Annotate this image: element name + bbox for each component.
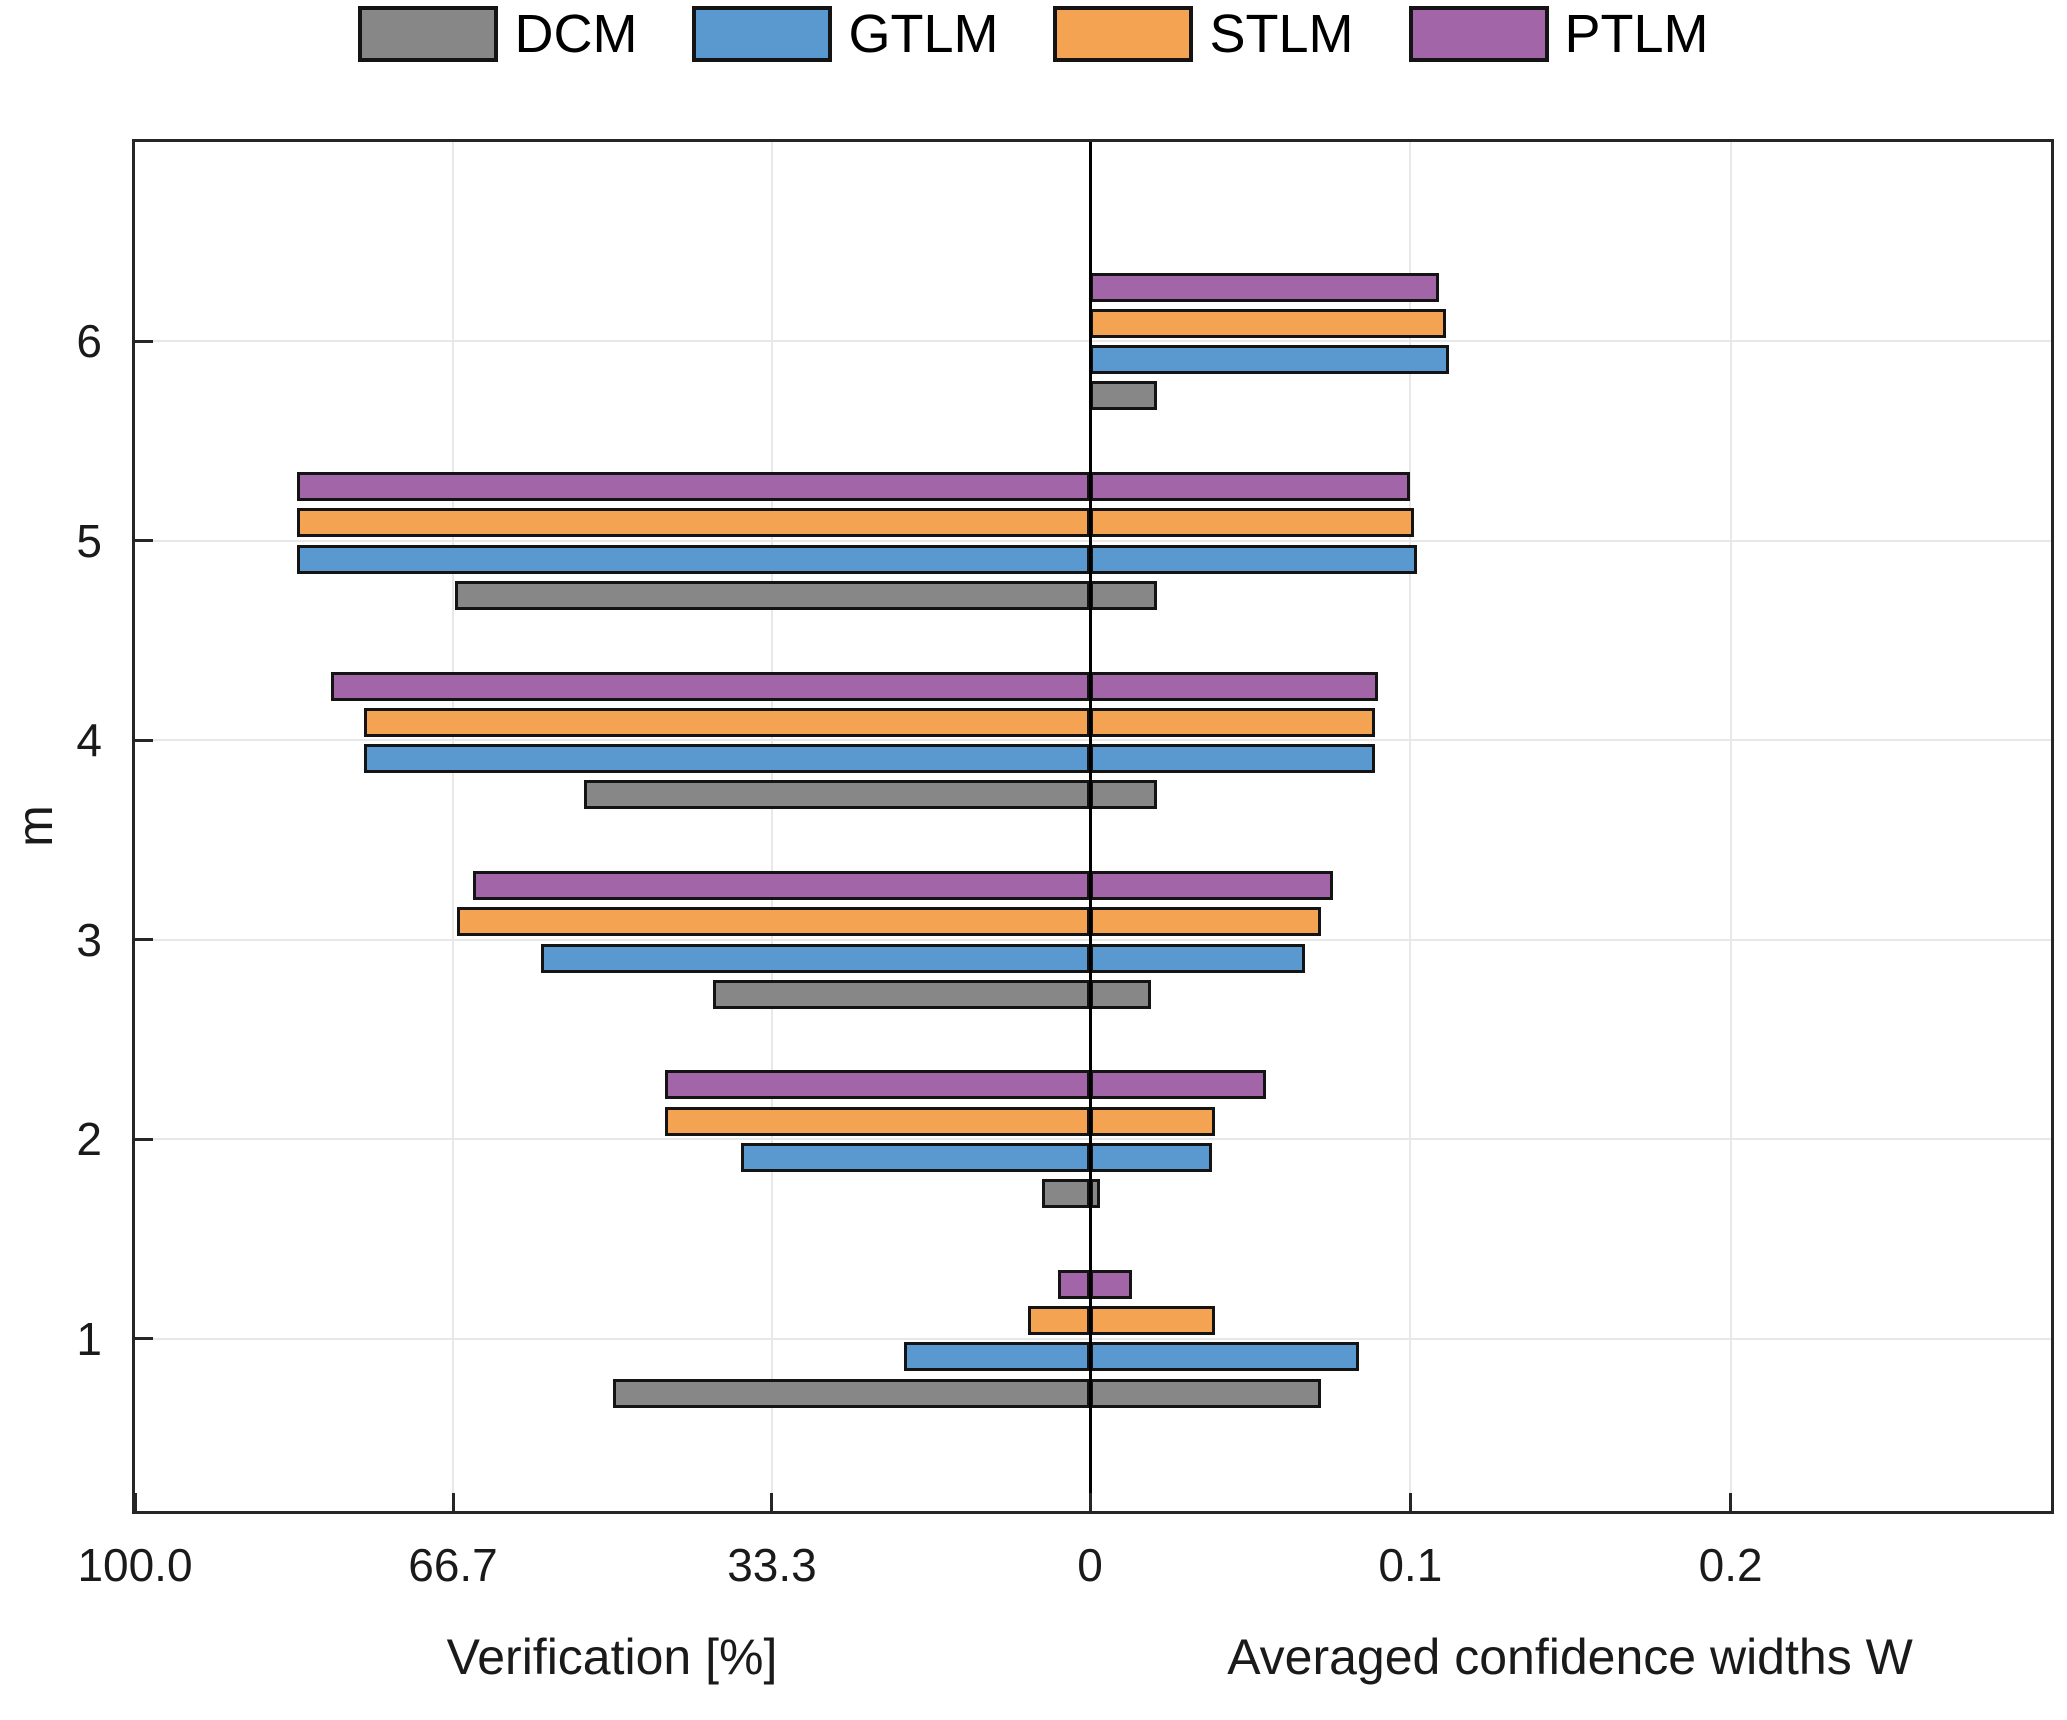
y-tick-mark (135, 339, 153, 343)
bar-dcm-verification (612, 1378, 1090, 1408)
y-tick-label: 1 (76, 1312, 102, 1365)
bar-dcm-width (1090, 580, 1158, 610)
bar-dcm-verification (1042, 1179, 1090, 1209)
bar-gtlm-verification (540, 943, 1090, 973)
y-tick-label: 6 (76, 315, 102, 368)
bar-dcm-width (1090, 780, 1158, 810)
bar-dcm-width (1090, 381, 1158, 411)
bar-dcm-verification (712, 979, 1090, 1009)
x-axis-label-left: Verification [%] (446, 1629, 778, 1685)
bar-gtlm-verification (364, 744, 1090, 774)
bar-stlm-verification (665, 1106, 1090, 1136)
bar-stlm-width (1090, 308, 1446, 338)
bar-stlm-width (1090, 508, 1414, 538)
x-tick-label: 0.2 (1698, 1539, 1763, 1591)
y-tick-mark (135, 539, 153, 543)
y-tick-label: 4 (76, 714, 102, 767)
bar-gtlm-verification (741, 1143, 1090, 1172)
x-tick-label: 66.7 (408, 1539, 498, 1591)
y-tick-mark (135, 1337, 153, 1341)
bar-dcm-verification (583, 780, 1090, 810)
x-tick-label: 0.1 (1378, 1539, 1443, 1591)
legend-item-ptlm: PTLM (1408, 4, 1709, 64)
bar-stlm-width (1090, 1106, 1215, 1136)
bar-gtlm-width (1090, 345, 1449, 375)
bar-dcm-verification (454, 580, 1090, 610)
bar-stlm-verification (297, 508, 1090, 538)
legend-item-gtlm: GTLM (692, 6, 998, 62)
bar-gtlm-width (1090, 1143, 1212, 1172)
gridline-vertical (1729, 142, 1732, 1511)
x-tick-label: 0 (1077, 1539, 1103, 1591)
gridline-horizontal (135, 539, 2051, 542)
bar-stlm-width (1090, 907, 1321, 937)
legend-item-dcm: DCM (358, 6, 637, 62)
legend-label: GTLM (848, 4, 999, 64)
x-tick-mark (133, 1493, 137, 1511)
bar-ptlm-verification (665, 1070, 1090, 1100)
legend-swatch-gtlm (692, 6, 833, 62)
y-tick-mark (135, 938, 153, 942)
y-tick-label: 2 (76, 1113, 102, 1166)
bar-stlm-width (1090, 1306, 1215, 1336)
x-tick-mark (451, 1493, 455, 1511)
bar-stlm-verification (1027, 1306, 1090, 1336)
y-tick-mark (135, 738, 153, 742)
y-tick-label: 5 (76, 514, 102, 567)
bar-ptlm-verification (1058, 1269, 1090, 1299)
y-axis-label: m (7, 805, 63, 847)
bar-gtlm-width (1090, 544, 1417, 574)
bar-ptlm-width (1090, 472, 1411, 502)
bar-ptlm-verification (297, 472, 1090, 502)
bar-gtlm-width (1090, 744, 1376, 774)
legend-label: STLM (1209, 4, 1354, 64)
bar-ptlm-width (1090, 272, 1440, 302)
legend-label: PTLM (1564, 4, 1709, 64)
bar-dcm-width (1090, 1378, 1321, 1408)
x-tick-mark (1408, 1493, 1412, 1511)
legend-swatch-ptlm (1408, 6, 1549, 62)
legend: DCM GTLM STLM PTLM (0, 6, 2067, 62)
gridline-vertical (770, 142, 773, 1511)
x-tick-mark (1729, 1493, 1733, 1511)
bar-ptlm-width (1090, 1269, 1132, 1299)
bar-stlm-verification (456, 907, 1090, 937)
bar-stlm-width (1090, 707, 1376, 737)
legend-swatch-stlm (1053, 6, 1194, 62)
legend-swatch-dcm (358, 6, 499, 62)
gridline-horizontal (135, 340, 2051, 343)
bar-gtlm-verification (903, 1342, 1090, 1372)
legend-label: DCM (514, 4, 638, 64)
bar-gtlm-width (1090, 1342, 1360, 1372)
x-tick-mark (770, 1493, 774, 1511)
x-axis-label-right: Averaged confidence widths W (1227, 1629, 1913, 1685)
bar-ptlm-verification (473, 870, 1090, 900)
bar-gtlm-verification (297, 544, 1090, 574)
gridline-horizontal (135, 739, 2051, 742)
gridline-vertical (1409, 142, 1412, 1511)
plot-area (132, 139, 2054, 1514)
x-tick-label: 33.3 (727, 1539, 817, 1591)
bar-ptlm-verification (330, 671, 1090, 701)
gridline-horizontal (135, 938, 2051, 941)
gridline-horizontal (135, 1138, 2051, 1141)
gridline-vertical (452, 142, 454, 1511)
bar-dcm-width (1090, 979, 1151, 1009)
y-tick-label: 3 (76, 913, 102, 966)
y-tick-mark (135, 1137, 153, 1141)
bar-ptlm-width (1090, 870, 1334, 900)
bar-ptlm-width (1090, 671, 1379, 701)
legend-item-stlm: STLM (1053, 4, 1354, 64)
x-tick-label: 100.0 (77, 1539, 193, 1591)
bar-stlm-verification (364, 707, 1090, 737)
bar-ptlm-width (1090, 1070, 1267, 1100)
x-tick-mark (1088, 1493, 1092, 1511)
zero-axis-line (1089, 142, 1092, 1511)
gridline-horizontal (135, 1337, 2051, 1340)
bar-gtlm-width (1090, 943, 1305, 973)
